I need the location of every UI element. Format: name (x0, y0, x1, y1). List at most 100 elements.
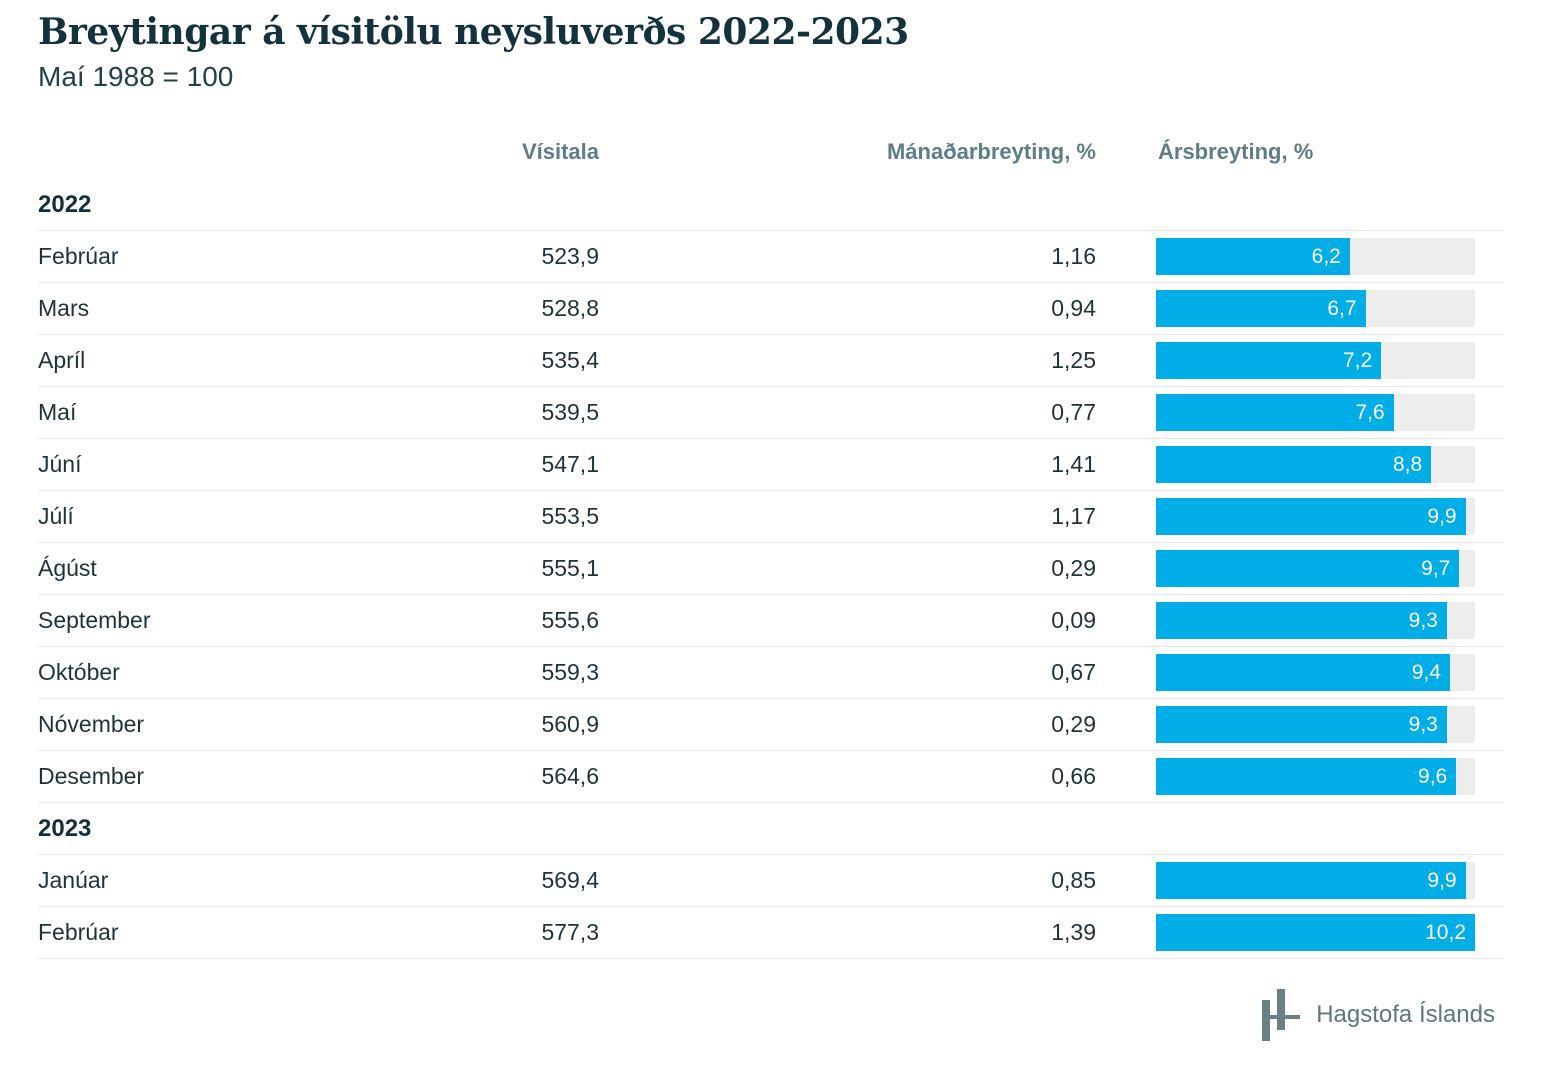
visitala-value: 539,5 (541, 399, 599, 425)
table-row: Október 559,3 0,67 9,4 (38, 647, 1503, 699)
arsbreyting-value: 10,2 (1425, 920, 1466, 944)
month-label: September (38, 607, 151, 633)
manadarbreyting-value: 0,67 (1051, 659, 1096, 685)
year-header-row: 2022 (38, 179, 1503, 231)
arsbreyting-bar-cell: 10,2 (1096, 907, 1503, 958)
bar-track: 6,7 (1156, 290, 1475, 327)
bar-fill: 7,6 (1156, 394, 1394, 431)
manadarbreyting-value: 1,17 (1051, 503, 1096, 529)
visitala-value: 564,6 (541, 763, 599, 789)
visitala-value: 555,1 (541, 555, 599, 581)
arsbreyting-bar-cell: 9,4 (1096, 647, 1503, 698)
arsbreyting-value: 9,3 (1408, 712, 1438, 736)
table-row: Júlí 553,5 1,17 9,9 (38, 491, 1503, 543)
manadarbreyting-value: 0,29 (1051, 555, 1096, 581)
visitala-value: 535,4 (541, 347, 599, 373)
bar-fill: 9,9 (1156, 498, 1466, 535)
arsbreyting-value: 9,3 (1408, 608, 1438, 632)
visitala-value: 560,9 (541, 711, 599, 737)
manadarbreyting-value: 0,66 (1051, 763, 1096, 789)
table-row: Apríl 535,4 1,25 7,2 (38, 335, 1503, 387)
year-label: 2022 (38, 190, 92, 218)
year-header-row: 2023 (38, 803, 1503, 855)
arsbreyting-bar-cell: 7,2 (1096, 335, 1503, 386)
bar-track: 9,3 (1156, 706, 1475, 743)
visitala-value: 559,3 (541, 659, 599, 685)
arsbreyting-bar-cell: 8,8 (1096, 439, 1503, 490)
arsbreyting-bar-cell: 9,3 (1096, 699, 1503, 750)
header-arsbreyting: Ársbreyting, % (1158, 139, 1314, 164)
visitala-value: 547,1 (541, 451, 599, 477)
month-label: Maí (38, 399, 77, 425)
manadarbreyting-value: 0,09 (1051, 607, 1096, 633)
visitala-value: 528,8 (541, 295, 599, 321)
bar-fill: 9,3 (1156, 706, 1447, 743)
bar-fill: 9,9 (1156, 862, 1466, 899)
manadarbreyting-value: 1,25 (1051, 347, 1096, 373)
bar-fill: 8,8 (1156, 446, 1432, 483)
header-manadarbreyting: Mánaðarbreyting, % (886, 139, 1096, 164)
arsbreyting-value: 9,7 (1421, 556, 1451, 580)
arsbreyting-value: 6,2 (1311, 244, 1341, 268)
page-title: Breytingar á vísitölu neysluverðs 2022-2… (38, 11, 909, 53)
table-row: Júní 547,1 1,41 8,8 (38, 439, 1503, 491)
arsbreyting-bar-cell: 7,6 (1096, 387, 1503, 438)
bar-track: 8,8 (1156, 446, 1475, 483)
month-label: Mars (38, 295, 90, 321)
month-label: Febrúar (38, 243, 119, 269)
bar-track: 9,7 (1156, 550, 1475, 587)
arsbreyting-bar-cell: 6,2 (1096, 231, 1503, 282)
bar-fill: 7,2 (1156, 342, 1382, 379)
arsbreyting-value: 9,9 (1427, 868, 1457, 892)
table-row: Ágúst 555,1 0,29 9,7 (38, 543, 1503, 595)
visitala-value: 555,6 (541, 607, 599, 633)
arsbreyting-value: 6,7 (1327, 296, 1357, 320)
visitala-value: 523,9 (541, 243, 599, 269)
table-row: September 555,6 0,09 9,3 (38, 595, 1503, 647)
arsbreyting-value: 7,6 (1355, 400, 1385, 424)
table-row: Nóvember 560,9 0,29 9,3 (38, 699, 1503, 751)
table-row: Desember 564,6 0,66 9,6 (38, 751, 1503, 803)
arsbreyting-value: 7,2 (1342, 348, 1373, 372)
arsbreyting-bar-cell: 9,6 (1096, 751, 1503, 802)
manadarbreyting-value: 0,77 (1051, 399, 1096, 425)
bar-track: 9,6 (1156, 758, 1475, 795)
bar-track: 9,4 (1156, 654, 1475, 691)
bar-track: 9,9 (1156, 862, 1475, 899)
page-subtitle: Maí 1988 = 100 (38, 61, 234, 92)
arsbreyting-bar-cell: 9,3 (1096, 595, 1503, 646)
manadarbreyting-value: 0,85 (1051, 867, 1096, 893)
month-label: Janúar (38, 867, 109, 893)
arsbreyting-bar-cell: 9,9 (1096, 855, 1503, 906)
month-label: Febrúar (38, 919, 119, 945)
manadarbreyting-value: 0,94 (1051, 295, 1096, 321)
visitala-value: 553,5 (541, 503, 599, 529)
header-visitala: Vísitala (521, 139, 599, 164)
table-row: Febrúar 523,9 1,16 6,2 (38, 231, 1503, 283)
bar-track: 10,2 (1156, 914, 1475, 951)
bar-track: 9,9 (1156, 498, 1475, 535)
bar-track: 7,6 (1156, 394, 1475, 431)
bar-fill: 9,3 (1156, 602, 1447, 639)
bar-fill: 6,2 (1156, 238, 1350, 275)
footer: Hagstofa Íslands (38, 989, 1503, 1041)
year-label: 2023 (38, 814, 92, 842)
manadarbreyting-value: 1,41 (1051, 451, 1096, 477)
month-label: Október (38, 659, 120, 685)
arsbreyting-value: 8,8 (1392, 452, 1423, 476)
month-label: Desember (38, 763, 145, 789)
bar-track: 7,2 (1156, 342, 1475, 379)
visitala-value: 577,3 (541, 919, 599, 945)
bar-fill: 6,7 (1156, 290, 1366, 327)
month-label: Nóvember (38, 711, 145, 737)
arsbreyting-bar-cell: 6,7 (1096, 283, 1503, 334)
footer-source-label: Hagstofa Íslands (1316, 1001, 1495, 1028)
bar-fill: 9,6 (1156, 758, 1457, 795)
arsbreyting-value: 9,9 (1427, 504, 1457, 528)
table-row: Maí 539,5 0,77 7,6 (38, 387, 1503, 439)
month-label: Ágúst (38, 555, 97, 581)
arsbreyting-bar-cell: 9,9 (1096, 491, 1503, 542)
month-label: Apríl (38, 347, 86, 373)
cpi-table: 2022 Febrúar 523,9 1,16 6,2 Mars 528,8 0,94 6,7 A… (38, 179, 1503, 959)
arsbreyting-value: 9,4 (1411, 660, 1441, 684)
